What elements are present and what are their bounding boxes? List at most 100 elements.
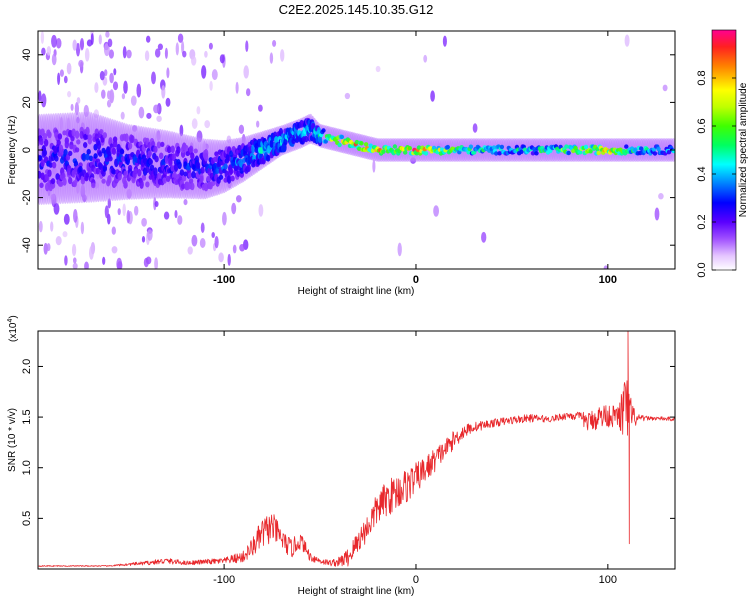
spectrogram-speckle [46,243,51,252]
x-tick-label: -100 [213,574,235,586]
spectrogram-ridge [117,172,122,181]
spectrogram-speckle [120,111,125,120]
snr-y-scale-base: (x10 [8,322,19,342]
spectrogram-speckle [654,207,660,221]
spectrogram-speckle [40,31,45,44]
spectrogram-ridge [54,155,59,162]
spectrogram-speckle [59,69,64,77]
spectrogram-ridge [468,144,474,149]
spectrogram-ridge [50,178,56,185]
spectrogram-speckle [258,204,264,217]
spectrogram-speckle [231,202,237,215]
spectrogram-ridge [74,147,80,153]
spectrogram-ridge [282,143,287,153]
spectrogram-speckle [104,205,109,219]
x-tick-label: 0 [413,274,419,286]
spectrogram-ridge [403,150,408,155]
spectrogram-speckle [102,256,106,266]
spectrogram-speckle [280,49,285,62]
spectrogram-ridge [633,147,638,152]
spectrogram-speckle [133,205,139,216]
spectrogram-ridge [199,175,204,183]
spectrogram-speckle [113,68,117,76]
spectrogram-speckle [397,242,402,257]
spectrogram-ridge [183,171,188,177]
spectrogram-ridge [191,170,196,179]
spectrogram-speckle [80,221,85,235]
spectrogram-ridge [497,151,502,156]
spectrogram-ridge [162,177,167,184]
spectrogram-ridge [564,144,569,149]
spectrogram-speckle [86,39,93,47]
spectrogram-ridge [153,167,158,177]
spectrogram-ridge [58,181,64,187]
y-tick-label: 1.0 [21,460,33,475]
spectrogram-speckle [182,50,187,58]
spectrogram-speckle [232,244,237,254]
colorbar-tick-label: 0.6 [696,118,708,133]
spectrogram-ridge [55,173,60,181]
spectrogram-speckle [201,65,207,79]
spectrogram-ridge [64,140,70,149]
spectrogram-speckle [442,35,447,47]
spectrogram-speckle [67,91,72,98]
spectrogram-speckle [603,265,609,269]
spectrogram-speckle [51,53,57,66]
spectrogram-speckle [472,123,478,133]
spectrogram-ridge [78,162,83,168]
spectrogram-speckle [204,120,211,129]
spectrogram-speckle [111,246,118,254]
spectrogram-ridge [651,147,657,152]
spectrogram-ridge [47,169,52,177]
spectrogram-ridge [127,142,133,150]
spectrogram-ridge [108,156,113,162]
y-tick-label: 0 [21,147,33,153]
spectrogram-ridge [121,156,126,162]
spectrogram-speckle [166,67,170,79]
spectrogram-ridge [370,148,376,153]
spectrogram-speckle [183,198,188,206]
spectrogram-speckle [245,88,251,97]
x-tick-label: -100 [213,274,235,286]
spectrogram-speckle [126,209,131,224]
spectrogram-speckle [41,93,47,108]
spectrogram-ridge [193,148,198,154]
spectrogram-ridge [160,141,165,147]
spectrogram-speckle [141,236,146,243]
spectrogram-ridge [172,172,178,179]
spectrogram-ridge [274,136,279,144]
spectrogram-speckle [204,50,208,58]
spectrogram-ridge [548,148,553,154]
spectrogram-speckle [433,205,440,217]
spectrogram-speckle [111,226,116,235]
spectrogram-ridge [95,167,101,175]
spectrogram-speckle [117,208,121,216]
spectrogram-ridge [177,161,182,170]
spectrogram-speckle [200,222,205,233]
spectrogram-speckle [191,55,197,66]
y-tick-label: 0.5 [21,511,33,526]
spectrogram-x-label: Height of straight line (km) [298,286,415,297]
spectrogram-speckle [243,65,249,79]
spectrogram-speckle [74,102,80,116]
spectrogram-speckle [174,210,178,219]
y-tick-label: 20 [21,96,33,108]
spectrogram-speckle [63,213,70,225]
x-tick-label: 100 [599,574,617,586]
spectrogram-ridge [159,152,164,160]
spectrogram-speckle [101,89,106,99]
spectrogram-ridge [203,152,209,162]
spectrogram-ridge [187,172,193,179]
spectrogram-speckle [164,47,168,59]
spectrogram-speckle [145,35,151,43]
spectrogram-speckle [53,202,60,215]
spectrogram-ridge [357,146,362,151]
spectrogram-ridge [111,147,117,155]
spectrogram-ridge [81,152,87,162]
spectrogram-ridge [130,135,135,144]
spectrogram-speckle [196,106,201,115]
spectrogram-ridge [588,149,593,154]
spectrogram-ridge [229,168,234,175]
spectrogram-speckle [147,229,153,241]
spectrogram-speckle [181,40,185,54]
